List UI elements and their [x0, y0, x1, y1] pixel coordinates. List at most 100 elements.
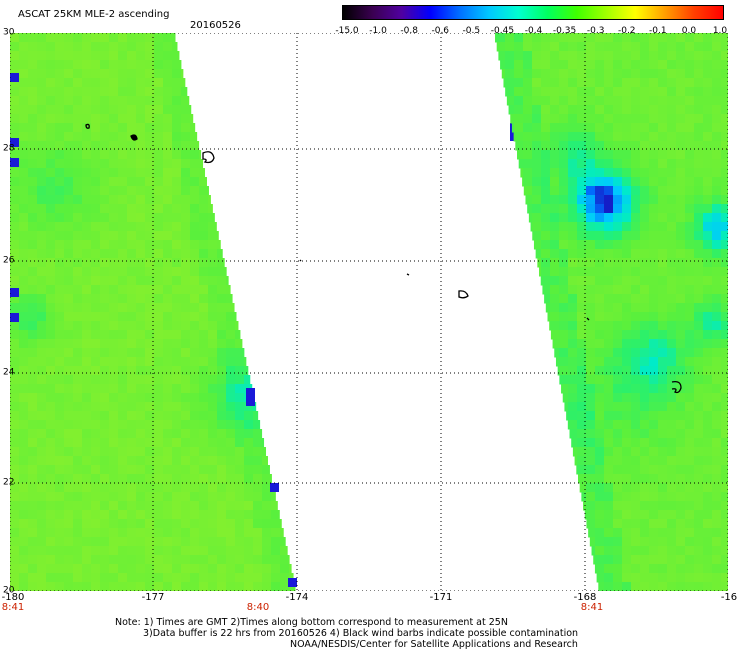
swath-cell — [640, 105, 650, 115]
swath-cell — [82, 213, 92, 223]
swath-cell — [145, 195, 155, 205]
swath-cell — [667, 132, 677, 142]
swath-cell — [514, 33, 524, 43]
swath-cell — [246, 397, 255, 406]
swath-cell — [145, 105, 155, 115]
swath-cell — [703, 330, 713, 340]
swath-cell — [37, 447, 47, 457]
swath-cell — [172, 546, 182, 556]
swath-cell — [127, 402, 137, 412]
swath-cell — [109, 321, 119, 331]
swath-cell — [721, 465, 728, 475]
swath-cell — [154, 159, 164, 169]
swath-cell — [541, 96, 551, 106]
swath-cell — [181, 537, 191, 547]
swath-cell — [190, 474, 200, 484]
swath-cell — [658, 510, 668, 520]
swath-cell — [208, 510, 218, 520]
swath-cell — [10, 73, 19, 82]
swath-cell — [262, 555, 272, 565]
swath-cell — [262, 465, 270, 475]
swath-cell — [712, 249, 722, 259]
swath-cell — [100, 528, 110, 538]
swath-cell — [91, 195, 101, 205]
swath-cell — [577, 393, 587, 403]
swath-cell — [217, 402, 227, 412]
swath-cell — [127, 546, 137, 556]
swath-cell — [28, 321, 38, 331]
swath-cell — [613, 222, 623, 232]
swath-cell — [235, 510, 245, 520]
swath-cell — [28, 330, 38, 340]
swath-cell — [244, 438, 254, 448]
island-outline — [586, 317, 590, 321]
swath-cell — [523, 42, 533, 52]
swath-cell — [559, 69, 569, 79]
swath-cell — [262, 519, 272, 529]
swath-cell — [712, 114, 722, 124]
swath-cell — [568, 276, 578, 286]
swath-cell — [127, 33, 137, 43]
swath-cell — [235, 447, 245, 457]
swath-cell — [28, 510, 38, 520]
swath-cell — [226, 564, 236, 574]
swath-cell — [136, 114, 146, 124]
swath-cell — [136, 330, 146, 340]
swath-cell — [703, 267, 713, 277]
swath-cell — [604, 69, 614, 79]
swath-cell — [685, 87, 695, 97]
swath-cell — [208, 564, 218, 574]
swath-cell — [595, 510, 605, 520]
swath-cell — [118, 402, 128, 412]
swath-cell — [55, 141, 65, 151]
swath-cell — [712, 483, 722, 493]
swath-cell — [586, 285, 596, 295]
swath-cell — [226, 393, 236, 403]
swath-cell — [577, 312, 587, 322]
swath-cell — [676, 60, 686, 70]
swath-cell — [667, 339, 677, 349]
swath-cell — [10, 546, 20, 556]
swath-cell — [73, 96, 83, 106]
swath-cell — [91, 231, 101, 241]
swath-cell — [712, 321, 722, 331]
swath-cell — [46, 510, 56, 520]
swath-cell — [577, 384, 587, 394]
swath-cell — [658, 573, 668, 583]
swath-cell — [163, 78, 173, 88]
swath-cell — [28, 384, 38, 394]
swath-cell — [532, 114, 542, 124]
swath-cell — [676, 33, 686, 43]
swath-cell — [253, 573, 263, 583]
swath-cell — [163, 492, 173, 502]
swath-cell — [118, 78, 128, 88]
swath-cell — [190, 420, 200, 430]
swath-cell — [64, 474, 74, 484]
swath-cell — [10, 87, 20, 97]
swath-cell — [676, 465, 686, 475]
swath-cell — [667, 582, 677, 591]
swath-cell — [46, 132, 56, 142]
swath-cell — [649, 366, 659, 376]
swath-cell — [109, 96, 119, 106]
swath-cell — [622, 60, 632, 70]
color-scale-label: -0.45 — [490, 26, 515, 36]
swath-cell — [577, 159, 587, 169]
swath-cell — [163, 330, 173, 340]
swath-cell — [100, 312, 110, 322]
swath-cell — [109, 159, 119, 169]
swath-cell — [19, 528, 29, 538]
swath-cell — [577, 87, 587, 97]
swath-cell — [46, 186, 56, 196]
swath-cell — [244, 483, 254, 493]
swath-cell — [109, 240, 119, 250]
swath-cell — [181, 87, 188, 97]
swath-cell — [604, 42, 614, 52]
swath-cell — [532, 150, 542, 160]
swath-cell — [127, 582, 137, 591]
swath-cell — [82, 240, 92, 250]
swath-cell — [91, 285, 101, 295]
swath-cell — [154, 51, 164, 61]
swath-cell — [73, 573, 83, 583]
swath-cell — [568, 105, 578, 115]
